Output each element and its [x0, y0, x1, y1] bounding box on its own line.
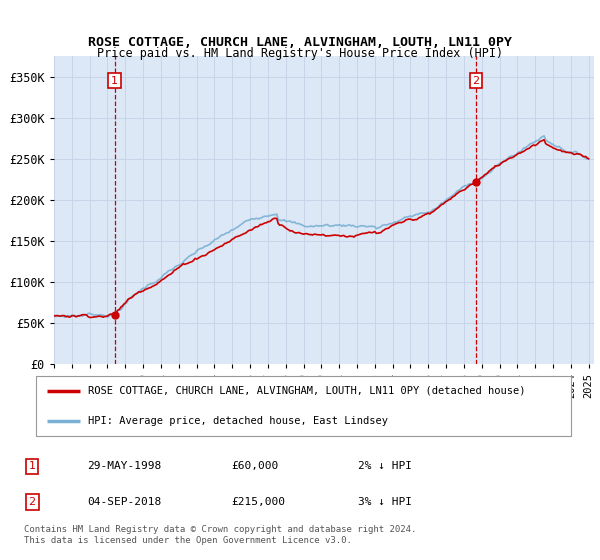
Text: 2: 2 [29, 497, 36, 507]
Text: 3% ↓ HPI: 3% ↓ HPI [358, 497, 412, 507]
Text: 1: 1 [29, 461, 35, 472]
Text: ROSE COTTAGE, CHURCH LANE, ALVINGHAM, LOUTH, LN11 0PY (detached house): ROSE COTTAGE, CHURCH LANE, ALVINGHAM, LO… [88, 385, 526, 395]
Text: 1: 1 [111, 76, 118, 86]
Text: 29-MAY-1998: 29-MAY-1998 [87, 461, 161, 472]
Text: £60,000: £60,000 [231, 461, 278, 472]
Text: 2: 2 [472, 76, 479, 86]
Text: ROSE COTTAGE, CHURCH LANE, ALVINGHAM, LOUTH, LN11 0PY: ROSE COTTAGE, CHURCH LANE, ALVINGHAM, LO… [88, 35, 512, 49]
Text: Contains HM Land Registry data © Crown copyright and database right 2024.
This d: Contains HM Land Registry data © Crown c… [23, 525, 416, 545]
Text: 04-SEP-2018: 04-SEP-2018 [87, 497, 161, 507]
Text: Price paid vs. HM Land Registry's House Price Index (HPI): Price paid vs. HM Land Registry's House … [97, 46, 503, 60]
Text: 2% ↓ HPI: 2% ↓ HPI [358, 461, 412, 472]
Text: HPI: Average price, detached house, East Lindsey: HPI: Average price, detached house, East… [88, 417, 388, 427]
FancyBboxPatch shape [35, 376, 571, 436]
Text: £215,000: £215,000 [231, 497, 285, 507]
